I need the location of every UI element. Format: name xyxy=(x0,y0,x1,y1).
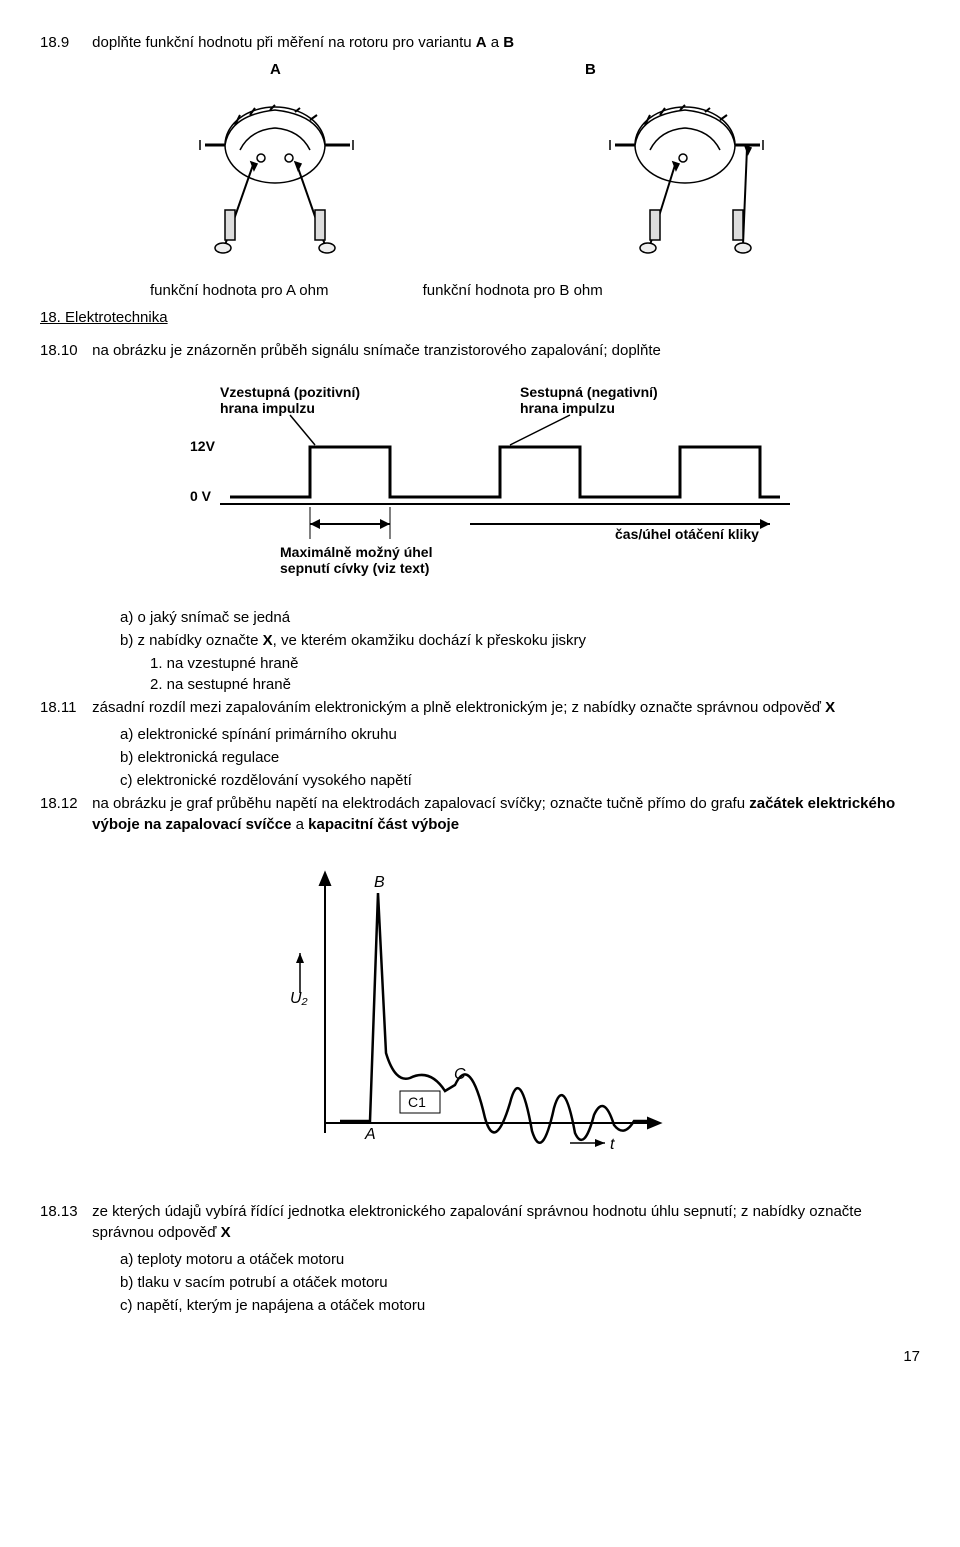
sig-12v: 12V xyxy=(190,438,216,454)
vd-C: C xyxy=(454,1066,466,1083)
q18-11-options: a) elektronické spínání primárního okruh… xyxy=(120,724,920,791)
functional-values: funkční hodnota pro A ohm funkční hodnot… xyxy=(40,280,920,301)
opt-c: c) elektronické rozdělování vysokého nap… xyxy=(120,770,920,791)
rotor-a-image xyxy=(165,90,385,260)
q-text: na obrázku je znázorněn průběh signálu s… xyxy=(92,340,902,361)
q-text: zásadní rozdíl mezi zapalováním elektron… xyxy=(92,697,902,718)
question-18-9: 18.9 doplňte funkční hodnotu při měření … xyxy=(40,32,920,53)
opt-b: b) tlaku v sacím potrubí a otáček motoru xyxy=(120,1272,920,1293)
q-num: 18.10 xyxy=(40,340,88,361)
sig-0v: 0 V xyxy=(190,488,212,504)
q-num: 18.13 xyxy=(40,1201,88,1222)
voltage-diagram: A B C U₂ t C1 xyxy=(270,853,690,1173)
vd-B: B xyxy=(374,874,385,891)
question-18-10: 18.10 na obrázku je znázorněn průběh sig… xyxy=(40,340,920,361)
opt-a: a) o jaký snímač se jedná xyxy=(120,607,920,628)
rotor-labels: A B xyxy=(40,59,920,80)
opt-a: a) elektronické spínání primárního okruh… xyxy=(120,724,920,745)
question-18-11: 18.11 zásadní rozdíl mezi zapalováním el… xyxy=(40,697,920,718)
q-num: 18.11 xyxy=(40,697,88,718)
vd-c1: C1 xyxy=(408,1094,426,1110)
q-num: 18.9 xyxy=(40,32,88,53)
opt-b: b) z nabídky označte X, ve kterém okamži… xyxy=(120,630,920,651)
sig-left-upper: Vzestupná (pozitivní) xyxy=(220,384,360,400)
q-text: na obrázku je graf průběhu napětí na ele… xyxy=(92,793,902,835)
sub1: 1. na vzestupné hraně xyxy=(150,653,920,674)
label-b: B xyxy=(585,59,596,80)
q18-10-suboptions: 1. na vzestupné hraně 2. na sestupné hra… xyxy=(150,653,920,695)
q-text: doplňte funkční hodnotu při měření na ro… xyxy=(92,32,902,53)
sig-xaxis: čas/úhel otáčení kliky xyxy=(615,526,759,542)
sig-right-upper: Sestupná (negativní) xyxy=(520,384,658,400)
vd-U2: U₂ xyxy=(290,990,308,1007)
opt-b: b) elektronická regulace xyxy=(120,747,920,768)
opt-c: c) napětí, kterým je napájena a otáček m… xyxy=(120,1295,920,1316)
func-a: funkční hodnota pro A ohm xyxy=(150,280,328,301)
signal-diagram: Vzestupná (pozitivní) hrana impulzu Sest… xyxy=(160,379,800,589)
q18-10-options: a) o jaký snímač se jedná b) z nabídky o… xyxy=(120,607,920,651)
page-number: 17 xyxy=(40,1346,920,1367)
section-18-heading: 18. Elektrotechnika xyxy=(40,307,920,328)
sig-left-lower: hrana impulzu xyxy=(220,400,315,416)
sub2: 2. na sestupné hraně xyxy=(150,674,920,695)
label-a: A xyxy=(270,59,281,80)
sig-right-lower: hrana impulzu xyxy=(520,400,615,416)
q-text: ze kterých údajů vybírá řídící jednotka … xyxy=(92,1201,902,1243)
vd-A: A xyxy=(364,1126,376,1143)
sig-note2: sepnutí cívky (viz text) xyxy=(280,560,429,576)
q-num: 18.12 xyxy=(40,793,88,814)
sig-note1: Maximálně možný úhel xyxy=(280,544,432,560)
rotor-illustrations xyxy=(70,90,890,260)
question-18-13: 18.13 ze kterých údajů vybírá řídící jed… xyxy=(40,1201,920,1243)
question-18-12: 18.12 na obrázku je graf průběhu napětí … xyxy=(40,793,920,835)
rotor-b-image xyxy=(575,90,795,260)
opt-a: a) teploty motoru a otáček motoru xyxy=(120,1249,920,1270)
q18-13-options: a) teploty motoru a otáček motoru b) tla… xyxy=(120,1249,920,1316)
vd-t: t xyxy=(610,1136,615,1153)
func-b: funkční hodnota pro B ohm xyxy=(423,280,603,301)
